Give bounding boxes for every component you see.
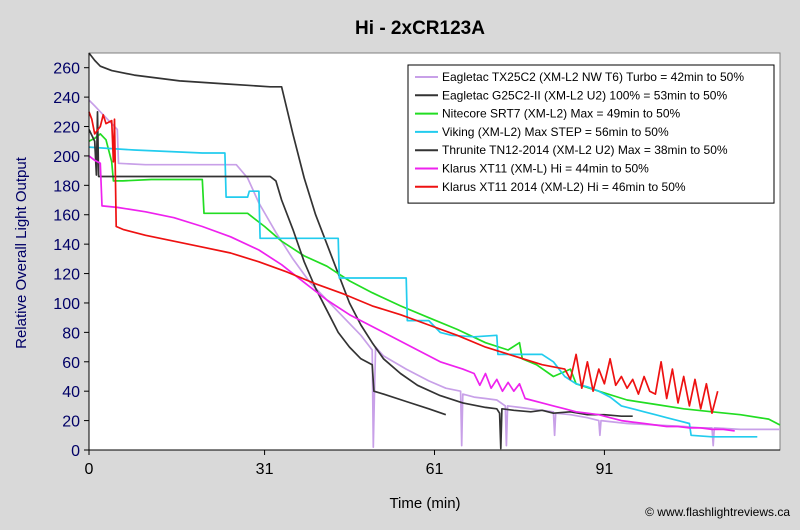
legend-label: Eagletac TX25C2 (XM-L2 NW T6) Turbo = 42… — [442, 70, 744, 84]
y-tick-label: 100 — [53, 296, 80, 313]
y-tick-label: 80 — [62, 325, 80, 342]
x-tick-label: 61 — [426, 461, 444, 478]
y-tick-label: 0 — [71, 443, 80, 460]
legend-label: Klarus XT11 2014 (XM-L2) Hi = 46min to 5… — [442, 180, 686, 194]
credit-text: © www.flashlightreviews.ca — [645, 505, 790, 519]
x-tick-label: 31 — [256, 461, 274, 478]
y-tick-label: 220 — [53, 120, 80, 137]
legend-label: Eagletac G25C2-II (XM-L2 U2) 100% = 53mi… — [442, 88, 727, 102]
series-line-2 — [88, 52, 633, 450]
y-tick-label: 180 — [53, 178, 80, 195]
y-tick-label: 140 — [53, 237, 80, 254]
y-tick-label: 160 — [53, 208, 80, 225]
y-tick-label: 260 — [53, 61, 80, 78]
y-tick-label: 20 — [62, 414, 80, 431]
series-line-3 — [88, 133, 781, 426]
x-tick-label: 0 — [85, 461, 94, 478]
legend-label: Viking (XM-L2) Max STEP = 56min to 50% — [442, 125, 669, 139]
legend-label: Thrunite TN12-2014 (XM-L2 U2) Max = 38mi… — [442, 143, 728, 157]
series-line-7 — [88, 111, 719, 415]
y-tick-label: 120 — [53, 267, 80, 284]
y-tick-label: 240 — [53, 90, 80, 107]
y-axis-label: Relative Overall Light Output — [13, 156, 30, 349]
chart-title: Hi - 2xCR123A — [355, 18, 485, 39]
x-axis-label: Time (min) — [389, 495, 460, 512]
series-line-5 — [88, 110, 447, 416]
y-tick-label: 60 — [62, 355, 80, 372]
series-line-4 — [88, 146, 758, 438]
legend-label: Nitecore SRT7 (XM-L2) Max = 49min to 50% — [442, 107, 681, 121]
y-tick-label: 40 — [62, 384, 80, 401]
legend-box — [407, 64, 775, 204]
series-line-6 — [88, 155, 735, 432]
legend: Eagletac TX25C2 (XM-L2 NW T6) Turbo = 42… — [407, 64, 775, 204]
legend-label: Klarus XT11 (XM-L) Hi = 44min to 50% — [442, 162, 649, 176]
x-tick-label: 91 — [596, 461, 614, 478]
y-tick-label: 200 — [53, 149, 80, 166]
series-line-1 — [88, 99, 780, 448]
